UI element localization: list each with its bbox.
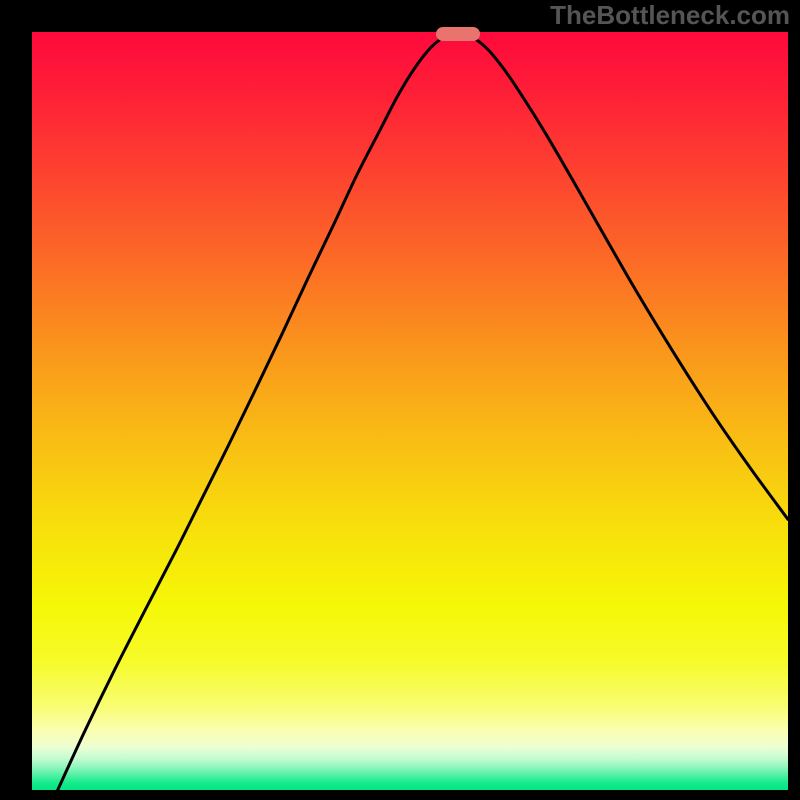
watermark-text: TheBottleneck.com: [550, 0, 790, 31]
optimal-marker: [436, 27, 480, 41]
gradient-background: [32, 32, 788, 790]
chart-svg: [32, 32, 788, 790]
bottleneck-chart: [32, 32, 788, 790]
